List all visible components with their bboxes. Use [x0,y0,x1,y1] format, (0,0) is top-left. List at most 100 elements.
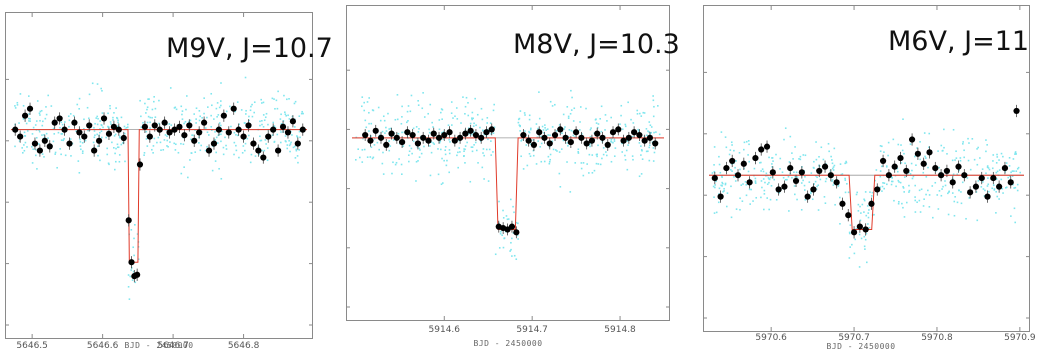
raw-point [286,98,288,101]
binned-point [504,226,511,233]
raw-point [107,112,109,115]
binned-point [255,147,262,154]
raw-point [982,188,985,190]
raw-point [844,162,846,165]
raw-point [481,118,484,121]
raw-point [804,189,806,191]
binned-point [151,122,158,129]
raw-point [903,216,906,218]
raw-point [938,190,941,192]
raw-point [804,154,807,157]
raw-point [1014,186,1017,189]
raw-point [115,107,117,109]
raw-point [354,158,357,161]
binned-point [161,119,168,126]
raw-point [442,182,444,184]
raw-point [392,139,395,141]
raw-point [180,172,183,175]
raw-point [472,125,475,127]
raw-point [854,238,857,241]
raw-point [93,130,96,132]
raw-point [740,184,743,186]
raw-point [127,274,130,276]
raw-point [995,190,997,193]
raw-point [510,248,512,251]
raw-point [902,186,904,188]
raw-point [1000,152,1003,155]
raw-point [96,115,99,118]
binned-point [100,115,108,122]
raw-point [106,153,109,156]
raw-point [530,127,532,130]
raw-point [526,164,529,167]
raw-point [831,167,834,170]
raw-point [509,198,512,201]
binned-point [641,137,648,144]
binned-point [17,133,24,140]
raw-point [1019,171,1022,174]
raw-point [640,115,643,117]
raw-point [891,180,894,183]
raw-point [130,229,133,231]
raw-point [214,160,217,162]
raw-point [415,180,417,182]
raw-point [280,113,282,116]
binned-point [990,174,997,182]
raw-point [577,152,580,154]
raw-point [538,91,540,93]
raw-point [199,149,202,152]
raw-point [589,136,592,138]
raw-point [263,119,266,122]
raw-point [979,157,981,159]
raw-point [1016,189,1019,192]
raw-point [427,112,429,115]
raw-point [638,130,640,132]
raw-point [965,217,967,220]
raw-point [60,139,63,142]
raw-point [490,133,492,135]
raw-point [833,147,836,150]
raw-point [64,154,67,157]
raw-point [535,163,538,165]
raw-point [440,148,442,151]
raw-point [417,131,420,133]
binned-point [201,119,208,126]
raw-point [721,175,723,178]
raw-point [363,101,365,104]
raw-point [653,105,655,108]
raw-point [471,111,474,114]
raw-point [795,171,798,174]
raw-point [636,113,639,115]
raw-point [986,144,988,146]
raw-point [602,147,605,149]
raw-point [549,153,552,156]
raw-point [280,131,282,133]
raw-point [407,120,409,122]
raw-point [258,153,260,156]
binned-point [393,134,400,141]
binned-point [115,126,122,133]
raw-point [604,114,607,116]
raw-point [233,141,236,144]
raw-point [539,146,542,148]
raw-point [1010,171,1012,174]
raw-point [881,190,883,192]
raw-point [500,230,502,233]
raw-point [528,114,531,117]
binned-point [775,186,782,193]
raw-point [621,128,624,131]
raw-point [31,162,34,164]
raw-point [187,121,190,124]
raw-point [810,172,813,174]
raw-point [366,156,369,158]
raw-point [1002,155,1004,158]
raw-point [927,166,929,169]
raw-point [481,166,484,169]
raw-point [298,115,301,117]
raw-point [94,134,96,137]
raw-point [369,156,372,158]
raw-point [960,191,962,193]
raw-point [473,122,475,125]
raw-point [117,119,119,122]
raw-point [818,155,820,158]
